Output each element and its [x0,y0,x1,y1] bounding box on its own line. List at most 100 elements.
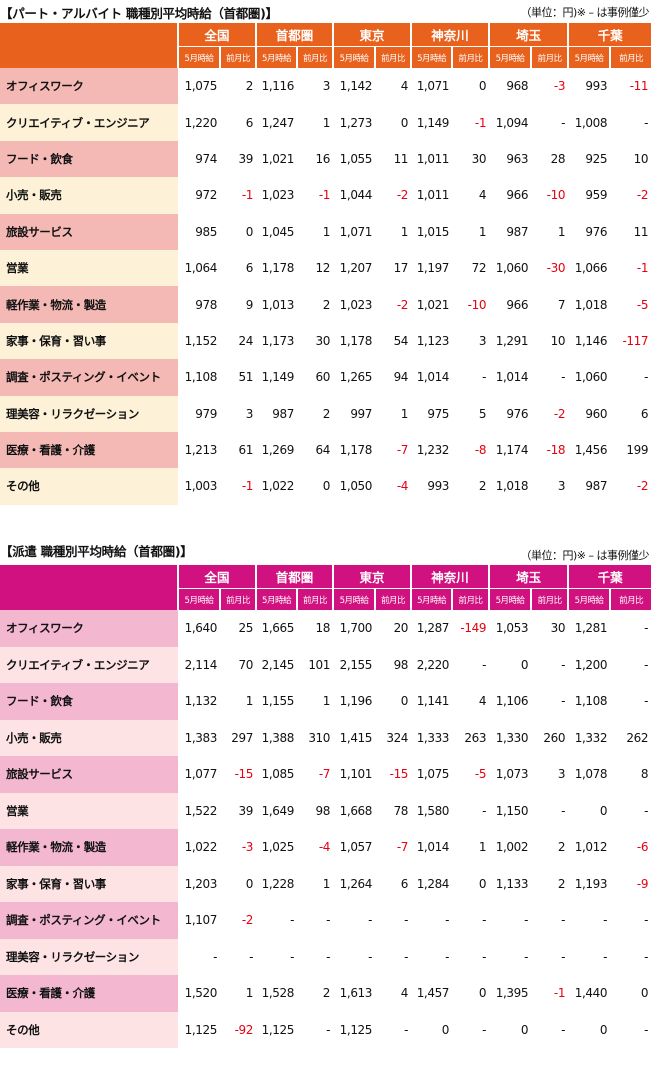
wage-cell: 1,014 [495,370,529,385]
change-cell: - [482,803,487,818]
wage-cell: 976 [506,406,529,421]
wage-cell: 1,013 [261,297,295,312]
wage-cell: 1,415 [339,730,373,745]
wage-cell: 1,332 [574,730,608,745]
wage-cell: 1,022 [261,479,295,494]
wage-cell: 1,269 [261,443,295,458]
wage-cell: - [368,913,373,928]
change-cell: - [561,949,566,964]
change-cell: 101 [308,657,331,672]
change-subheader: 前月比 [374,588,412,610]
category-label: その他 [0,1011,178,1048]
change-cell: -1 [241,479,254,494]
category-label: 調査・ポスティング・イベント [0,902,178,939]
change-cell: 10 [550,333,566,348]
wage-cell: 1,132 [184,694,218,709]
wage-cell: 972 [195,188,217,203]
category-label: 調査・ポスティング・イベント [0,359,178,396]
wage-cell: 1,018 [574,297,608,312]
category-label: オフィスワーク [0,610,178,647]
wage-subheader: 5月時給 [255,46,298,68]
wage-cell: 993 [585,79,608,94]
change-cell: - [561,657,566,672]
wage-cell: 993 [427,479,450,494]
wage-cell: 1,213 [184,443,218,458]
category-label: オフィスワーク [0,68,178,105]
change-cell: 0 [478,79,487,94]
wage-cell: 1,522 [184,803,218,818]
change-cell: 199 [626,443,649,458]
change-cell: 28 [550,151,566,166]
wage-cell: 1,330 [495,730,529,745]
wage-cell: - [524,949,529,964]
change-cell: -1 [474,115,487,130]
wage-cell: 1,116 [261,79,295,94]
change-cell: 0 [245,876,254,891]
wage-cell: 2,114 [184,657,218,672]
region-header: 埼玉 [488,565,569,589]
change-cell: - [644,949,649,964]
change-cell: 2 [557,876,566,891]
change-cell: -11 [629,79,649,94]
change-cell: - [561,370,566,385]
change-cell: 54 [393,333,409,348]
wage-cell: - [445,913,450,928]
wage-cell: 1,287 [416,621,450,636]
change-cell: -7 [318,767,331,782]
change-cell: -7 [396,840,409,855]
category-label: 軽作業・物流・製造 [0,829,178,866]
change-cell: 16 [315,151,331,166]
change-cell: 3 [478,333,487,348]
wage-cell: 1,008 [574,115,608,130]
change-cell: 2 [557,840,566,855]
change-subheader: 前月比 [218,588,257,610]
change-subheader: 前月比 [530,588,569,610]
wage-subheader: 5月時給 [567,588,611,610]
wage-cell: 1,281 [574,621,608,636]
wage-cell: 1,053 [495,621,529,636]
wage-cell: 997 [350,406,373,421]
wage-cell: 1,106 [495,694,529,709]
wage-cell: 966 [506,188,529,203]
wage-cell: 1,580 [416,803,450,818]
wage-subheader: 5月時給 [177,46,220,68]
change-cell: 30 [471,151,487,166]
change-cell: 30 [550,621,566,636]
change-cell: 72 [471,261,487,276]
table-row: クリエイティブ・エンジニア 1,220 6 1,247 1 1,273 0 1,149 -1 1,… [0,104,651,141]
table-row: 理美容・リラクゼーション 979 3 987 2 997 1 975 5 976 -2 960 6 [0,395,651,432]
change-cell: 6 [245,261,254,276]
change-cell: -4 [396,479,409,494]
wage-cell: 1,333 [416,730,450,745]
wage-subheader: 5月時給 [488,46,532,68]
change-cell: 1 [245,986,254,1001]
category-label: 小売・販売 [0,719,178,756]
wage-cell: 1,265 [339,370,373,385]
change-cell: 17 [393,261,409,276]
table-row: 旅設サービス 985 0 1,045 1 1,071 1 1,015 1 987 1 976 11 [0,213,651,250]
change-cell: - [561,913,566,928]
region-header: 東京 [332,565,412,589]
category-label: 医療・看護・介護 [0,431,178,469]
wage-cell: 0 [520,1022,529,1037]
change-cell: 263 [464,730,487,745]
change-cell: -1 [318,188,331,203]
wage-cell: 0 [441,1022,450,1037]
change-cell: - [561,1022,566,1037]
wage-cell: 1,023 [261,188,295,203]
change-cell: -8 [474,443,487,458]
change-cell: 3 [245,406,254,421]
category-label: 理美容・リラクゼーション [0,395,178,432]
wage-cell: 963 [506,151,529,166]
wage-cell: 1,193 [574,876,608,891]
wage-cell: 1,057 [339,840,373,855]
category-label: フード・飲食 [0,683,178,720]
category-label: 医療・看護・介護 [0,975,178,1012]
wage-cell: 1,021 [261,151,295,166]
change-cell: - [482,657,487,672]
category-label: 家事・保育・習い事 [0,865,178,902]
wage-cell: 978 [195,297,217,312]
wage-cell: 1,108 [184,370,218,385]
change-cell: -2 [636,188,649,203]
wage-cell: 1,018 [495,479,529,494]
